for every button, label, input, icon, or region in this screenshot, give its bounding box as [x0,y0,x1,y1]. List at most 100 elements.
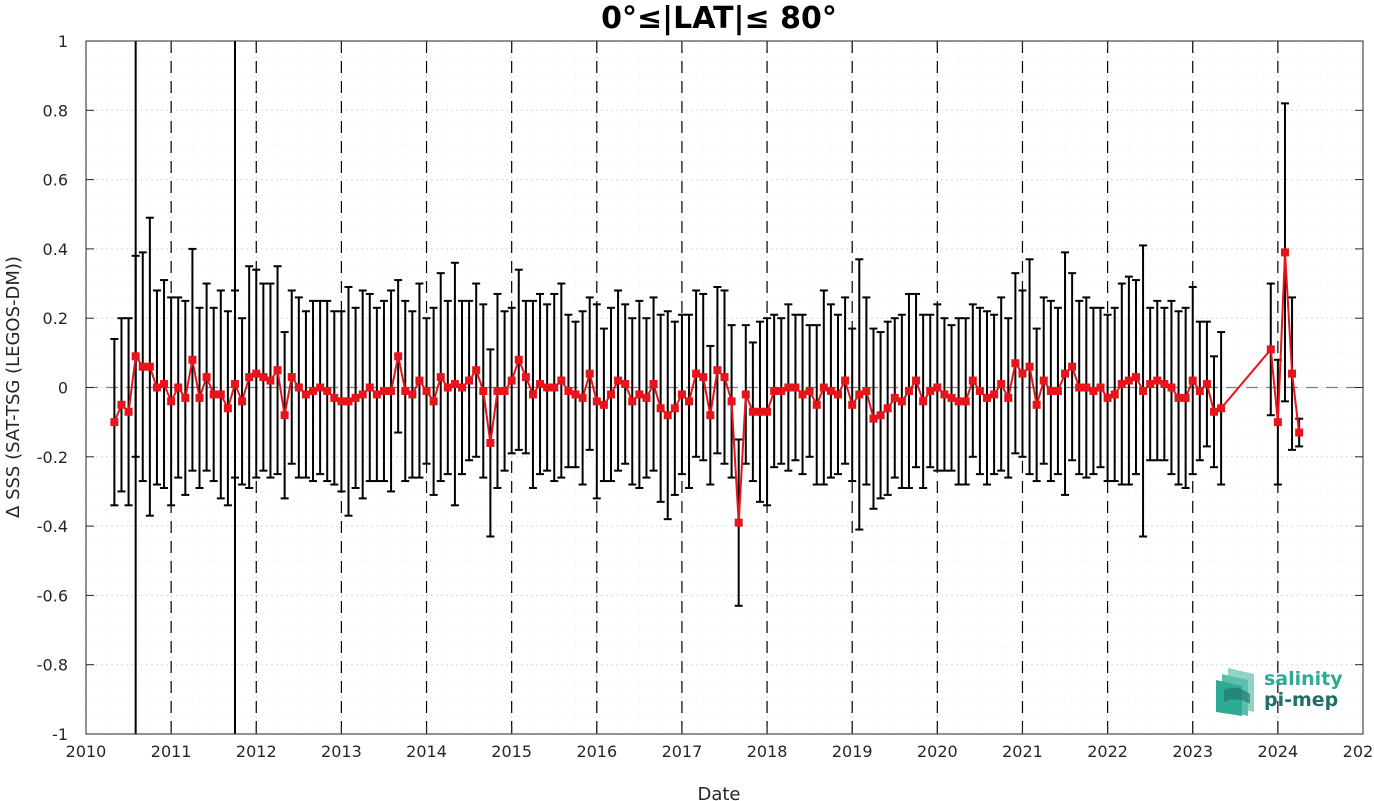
data-point-marker [968,376,977,385]
x-tick-label: 2018 [747,742,788,761]
data-point-marker [727,397,736,406]
data-point-marker [436,373,445,382]
data-point-marker [883,404,892,413]
data-point-marker [1025,362,1034,371]
data-point-marker [635,390,644,399]
data-point-marker [415,376,424,385]
data-point-marker [550,383,559,392]
data-point-marker [770,386,779,395]
data-point-marker [543,383,552,392]
data-point-marker [578,393,587,402]
data-point-marker [365,383,374,392]
data-point-marker [174,383,183,392]
data-point-marker [720,373,729,382]
data-point-marker [216,390,225,399]
data-point-marker [188,355,197,364]
data-point-marker [1046,386,1055,395]
data-point-marker [330,393,339,402]
data-point-marker [443,383,452,392]
y-tick-label: -0.8 [37,656,68,675]
data-point-marker [564,386,573,395]
data-point-marker [748,407,757,416]
data-point-marker [834,390,843,399]
data-point-marker [926,386,935,395]
data-point-marker [266,376,275,385]
data-point-marker [465,376,474,385]
data-point-marker [294,383,303,392]
data-point-marker [1061,369,1070,378]
y-tick-label: 1 [58,32,68,51]
data-point-marker [408,390,417,399]
x-tick-label: 2017 [662,742,703,761]
data-point-marker [685,397,694,406]
x-tick-label: 2016 [576,742,617,761]
x-axis-label: Date [697,784,740,801]
data-point-marker [110,418,119,427]
data-point-marker [372,390,381,399]
data-point-marker [614,376,623,385]
x-tick-label: 2010 [66,742,107,761]
data-point-marker [209,390,218,399]
data-point-marker [1032,400,1041,409]
data-point-marker [791,383,800,392]
x-tick-label: 2015 [491,742,532,761]
data-point-marker [280,411,289,420]
data-point-marker [1131,373,1140,382]
data-point-marker [1139,386,1148,395]
data-point-marker [755,407,764,416]
data-point-marker [167,397,176,406]
data-point-marker [450,380,459,389]
logo-wave-icon [1216,668,1254,716]
data-point-marker [961,397,970,406]
data-point-marker [223,404,232,413]
data-point-marker [1146,380,1155,389]
series [110,248,1304,527]
data-point-marker [358,390,367,399]
x-tick-label: 2013 [321,742,362,761]
data-point-marker [1266,345,1275,354]
data-point-marker [933,383,942,392]
data-point-marker [1153,376,1162,385]
data-point-marker [1075,383,1084,392]
data-point-marker [493,386,502,395]
data-point-marker [472,366,481,375]
data-point-marker [245,373,254,382]
data-point-marker [521,373,530,382]
chart-title: 0°≤|LAT|≤ 80° [601,1,837,36]
data-point-marker [812,400,821,409]
data-point-marker [301,390,310,399]
data-point-marker [337,397,346,406]
data-point-marker [734,518,743,527]
x-tick-label: 2012 [236,742,277,761]
data-point-marker [1004,393,1013,402]
y-tick-label: 0.2 [43,309,68,328]
salinity-pi-mep-logo: salinity pi-mep [1216,668,1343,716]
data-point-marker [195,393,204,402]
data-point-marker [621,380,630,389]
data-point-marker [954,397,963,406]
data-point-marker [429,397,438,406]
data-point-marker [202,373,211,382]
data-point-marker [670,404,679,413]
data-point-marker [1018,369,1027,378]
data-point-marker [741,390,750,399]
data-point-marker [422,386,431,395]
x-tick-label: 2020 [917,742,958,761]
data-point-marker [784,383,793,392]
data-point-marker [259,373,268,382]
x-tick-labels: 2010 2011 2012 2013 2014 2015 2016 2017 2018 2019… [66,742,1374,761]
data-point-marker [982,393,991,402]
data-point-marker [1217,404,1226,413]
y-tick-label: 0 [58,379,68,398]
data-point-marker [1195,386,1204,395]
data-point-marker [507,376,516,385]
y-tick-label: 0.8 [43,101,68,120]
data-point-marker [1089,386,1098,395]
data-point-marker [309,386,318,395]
x-tick-label: 2023 [1172,742,1213,761]
data-point-marker [138,362,147,371]
y-axis-label: Δ SSS (SAT-TSG (LEGOS-DM)) [3,256,24,518]
data-point-marker [805,386,814,395]
data-point-marker [1174,393,1183,402]
